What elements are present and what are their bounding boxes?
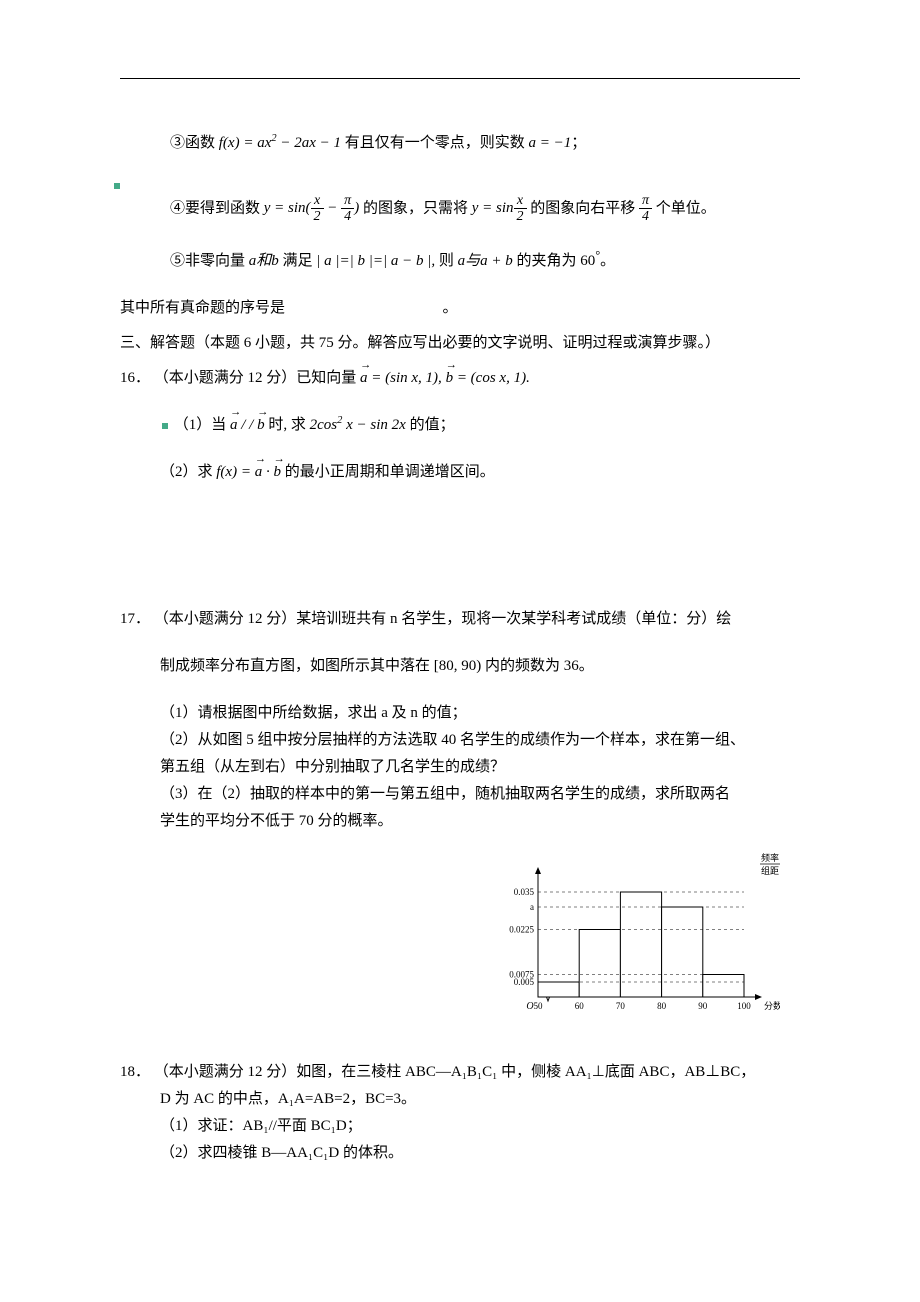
question-18: 18． （本小题满分 12 分）如图，在三棱柱 ABC—A₁B₁C₁ 中，侧棱 … (120, 1059, 800, 1167)
p5-ab: a和b (249, 253, 279, 269)
p4-eq1: y = sin(x2 − π4) (264, 200, 363, 216)
q16-sub1-prefix: （1）当 (174, 417, 227, 433)
true-end: 。 (443, 300, 458, 316)
svg-text:O: O (526, 1001, 533, 1012)
q18-stem2: D 为 AC 的中点，A₁A=AB=2，BC=3。 (120, 1086, 800, 1113)
q16-sub1-expr: 2cos2 x − sin 2x (310, 417, 406, 433)
q18-num: 18． (120, 1064, 150, 1080)
p5-mid2: 则 (439, 253, 454, 269)
frequency-histogram: 频率组距0.035a0.02250.00750.0055060708090100… (480, 849, 800, 1029)
svg-text:0.035: 0.035 (514, 887, 535, 897)
question-17: 17． （本小题满分 12 分）某培训班共有 n 名学生，现将一次某学科考试成绩… (120, 606, 800, 835)
svg-text:90: 90 (698, 1001, 708, 1011)
proposition-5: ⑤非零向量 a和b 满足 | a |=| b |=| a − b |, 则 a与… (120, 245, 800, 275)
q17-sub3a: （3）在（2）抽取的样本中的第一与第五组中，随机抽取两名学生的成绩，求所取两名 (120, 781, 800, 808)
q17-sub2a: （2）从如图 5 组中按分层抽样的方法选取 40 名学生的成绩作为一个样本，求在… (120, 727, 800, 754)
svg-text:70: 70 (616, 1001, 626, 1011)
p4-prefix: ④要得到函数 (170, 200, 260, 216)
q16-sub1-mid: 时, 求 (268, 417, 306, 433)
svg-text:80: 80 (657, 1001, 667, 1011)
q16-num: 16． (120, 370, 150, 386)
q16-sub1: （1）当 a / / b 时, 求 2cos2 x − sin 2x 的值； (120, 412, 800, 439)
true-stmt: 其中所有真命题的序号是 (120, 300, 285, 316)
q17-stem2: 制成频率分布直方图，如图所示其中落在 [80, 90) 内的频数为 36。 (120, 653, 800, 680)
section-3-heading: 三、解答题（本题 6 小题，共 75 分。解答应写出必要的文字说明、证明过程或演… (120, 330, 800, 357)
q17-stem1: （本小题满分 12 分）某培训班共有 n 名学生，现将一次某学科考试成绩（单位：… (154, 611, 732, 627)
true-propositions-line: 其中所有真命题的序号是 。 (120, 295, 800, 322)
proposition-4: ④要得到函数 y = sin(x2 − π4) 的图象，只需将 y = sinx… (120, 193, 800, 225)
q16-sub2-prefix: （2）求 (160, 464, 213, 480)
svg-text:0.0225: 0.0225 (509, 924, 534, 934)
p3-prefix: ③函数 (170, 135, 215, 151)
q16-sub1-cond: a / / b (230, 417, 265, 433)
p3-tail: 有且仅有一个零点，则实数 (345, 135, 525, 151)
svg-text:频率: 频率 (761, 852, 779, 863)
p3-aval: a = −1 (529, 135, 572, 151)
svg-text:100: 100 (737, 1001, 751, 1011)
p5-res: a与a + b (458, 253, 513, 269)
q16-sub2-tail: 的最小正周期和单调递增区间。 (285, 464, 495, 480)
p4-eq2: y = sinx2 (472, 200, 531, 216)
q16-vec-a: a = (sin x, 1), b = (cos x, 1). (360, 370, 530, 386)
q16-sub2-expr: f(x) = a · b (216, 464, 281, 480)
question-16: 16． （本小题满分 12 分）已知向量 a = (sin x, 1), b =… (120, 365, 800, 392)
svg-text:0.005: 0.005 (514, 977, 535, 987)
q16-sub2: （2）求 f(x) = a · b 的最小正周期和单调递增区间。 (120, 459, 800, 486)
marker-square-2 (162, 423, 168, 429)
p3-fx: f(x) = ax2 − 2ax − 1 (219, 135, 341, 151)
p5-prefix: ⑤非零向量 (170, 253, 245, 269)
p4-tail: 个单位。 (656, 200, 716, 216)
p5-mid1: 满足 (283, 253, 313, 269)
page-top-rule (120, 78, 800, 79)
p3-end: ； (571, 135, 586, 151)
proposition-3: ③函数 f(x) = ax2 − 2ax − 1 有且仅有一个零点，则实数 a … (120, 130, 800, 157)
svg-text:a: a (530, 902, 534, 912)
svg-text:50: 50 (534, 1001, 544, 1011)
q17-sub2b: 第五组（从左到右）中分别抽取了几名学生的成绩？ (120, 754, 800, 781)
svg-text:分数: 分数 (764, 1000, 780, 1011)
svg-text:60: 60 (575, 1001, 585, 1011)
q18-sub2: （2）求四棱锥 B—AA₁C₁D 的体积。 (120, 1140, 800, 1167)
svg-text:组距: 组距 (761, 865, 779, 876)
q18-sub1: （1）求证：AB₁//平面 BC₁D； (120, 1113, 800, 1140)
p4-mid2: 的图象向右平移 (530, 200, 635, 216)
p4-mid: 的图象，只需将 (363, 200, 468, 216)
q16-sub1-tail: 的值； (410, 417, 455, 433)
p5-tail: 的夹角为 60°。 (517, 253, 616, 269)
p4-shift: π4 (639, 193, 652, 225)
q17-sub3b: 学生的平均分不低于 70 分的概率。 (120, 808, 800, 835)
q16-stem: （本小题满分 12 分）已知向量 (154, 370, 357, 386)
marker-square (114, 183, 120, 189)
p5-cond: | a |=| b |=| a − b |, (316, 253, 439, 269)
q18-stem1: （本小题满分 12 分）如图，在三棱柱 ABC—A₁B₁C₁ 中，侧棱 AA₁⊥… (154, 1064, 756, 1080)
q17-num: 17． (120, 611, 150, 627)
histogram-svg: 频率组距0.035a0.02250.00750.0055060708090100… (480, 849, 780, 1019)
q17-sub1: （1）请根据图中所给数据，求出 a 及 n 的值； (120, 700, 800, 727)
